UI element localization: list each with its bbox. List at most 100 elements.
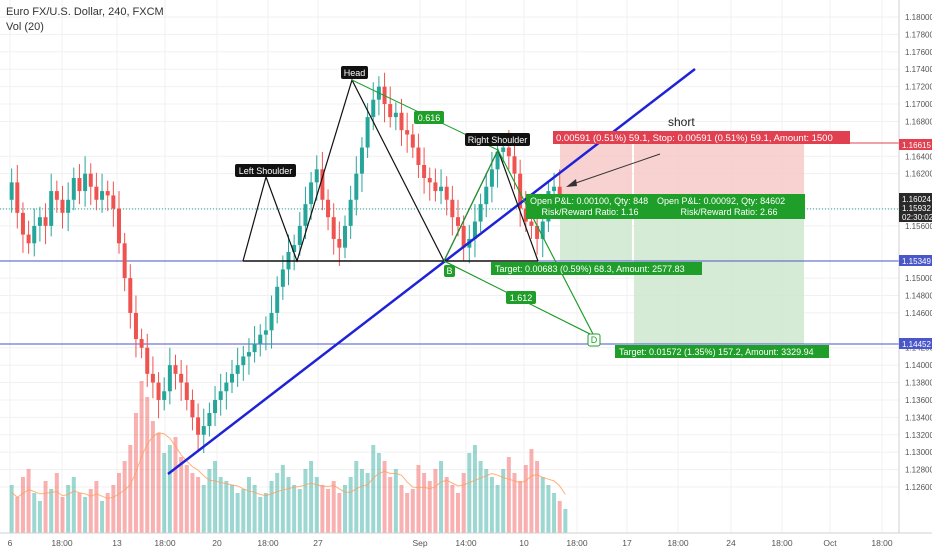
candle-body (489, 169, 494, 187)
volume-bar (179, 457, 184, 533)
volume-bar (43, 481, 48, 533)
volume-bar (535, 461, 540, 533)
candle-body (71, 178, 76, 200)
candle-body (252, 343, 257, 353)
harmonic-leg-2 (497, 149, 595, 337)
price-marker-label: 1.15932 (902, 204, 931, 213)
candle-body (88, 173, 93, 187)
candle-body (122, 243, 127, 279)
candle-body (133, 312, 138, 340)
volume-bar (32, 493, 37, 533)
volume-bar (326, 489, 331, 533)
volume-bar (467, 453, 472, 533)
price-marker-label: 02:30:02 (902, 213, 932, 222)
volume-bar (495, 485, 500, 533)
candle-body (201, 426, 206, 435)
candle-body (156, 382, 161, 400)
volume-bar (484, 469, 489, 533)
candle-body (393, 112, 398, 118)
target-box-2[interactable]: Target: 0.01572 (1.35%) 157.2, Amount: 3… (615, 345, 829, 358)
candle-body (173, 365, 178, 374)
candle-body (472, 221, 477, 239)
candle-body (94, 186, 99, 200)
label-point-d[interactable]: D (587, 333, 601, 347)
time-tick-label: 14:00 (455, 538, 477, 548)
volume-bar (49, 489, 54, 533)
candle-body (128, 278, 133, 313)
volume-bar (376, 453, 381, 533)
label-point-b[interactable]: B (444, 265, 455, 277)
volume-bar (405, 493, 410, 533)
candle-body (77, 178, 82, 192)
svg-text:0.616: 0.616 (418, 113, 441, 123)
volume-bar (122, 461, 127, 533)
price-marker-label: 1.14452 (902, 340, 931, 349)
volume-bar (518, 481, 523, 533)
volume-bar (9, 485, 14, 533)
volume-bar (557, 501, 562, 533)
volume-bar (410, 489, 415, 533)
volume-bar (529, 449, 534, 533)
volume-bar (258, 497, 263, 533)
time-axis[interactable]: 6 18:00 13 18:00 20 18:00 27 Sep 14:00 10 18:00 17 1… (8, 538, 893, 548)
volume-bar (60, 497, 65, 533)
label-left-shoulder[interactable]: Left Shoulder (235, 164, 296, 177)
time-tick-label: 18:00 (566, 538, 588, 548)
target-box-1[interactable]: Target: 0.00683 (0.59%) 68.3, Amount: 25… (491, 262, 702, 275)
candle-body (145, 347, 150, 374)
candle-body (117, 208, 121, 244)
price-axis[interactable]: 1.18000 1.17800 1.17600 1.17400 1.17200 1.170… (905, 13, 932, 492)
candle-body (506, 147, 511, 157)
volume-bar (218, 477, 223, 533)
stop-info-box[interactable]: 0.00591 (0.51%) 59.1, Stop: 0.00591 (0.5… (553, 131, 850, 144)
price-tick-label: 1.17000 (905, 100, 932, 109)
candle-body (54, 191, 59, 200)
label-head[interactable]: Head (341, 66, 368, 79)
candle-body (263, 330, 268, 335)
price-tick-label: 1.12800 (905, 466, 932, 475)
volume-bar (563, 509, 568, 533)
price-tick-label: 1.12600 (905, 483, 932, 492)
label-fib-1612[interactable]: 1.612 (506, 291, 536, 304)
label-fib-0616[interactable]: 0.616 (414, 111, 444, 124)
price-tick-label: 1.18000 (905, 13, 932, 22)
volume-bar (359, 469, 364, 533)
label-right-shoulder[interactable]: Right Shoulder (465, 133, 530, 146)
volume-bar (371, 445, 376, 533)
pnl-box-1[interactable]: Open P&L: 0.00100, Qty: 848 Risk/Reward … (526, 194, 654, 219)
pnl-box-2[interactable]: Open P&L: 0.00092, Qty: 84602 Risk/Rewar… (653, 194, 805, 219)
candle-body (427, 178, 432, 183)
volume-bar (190, 473, 195, 533)
candle-body (297, 225, 302, 246)
price-marker-bg (899, 255, 932, 266)
candle-body (405, 130, 410, 135)
volume-bar (201, 485, 206, 533)
svg-text:Right Shoulder: Right Shoulder (468, 135, 528, 145)
price-tick-label: 1.17400 (905, 65, 932, 74)
chart-legend: Euro FX/U.S. Dollar, 240, FXCM Vol (20) (6, 5, 164, 35)
volume-bar (540, 477, 545, 533)
volume-bar (213, 461, 218, 533)
volume-bar (15, 497, 20, 533)
volume-bar (20, 477, 25, 533)
price-tick-label: 1.14000 (905, 361, 932, 370)
volume-bar (269, 481, 274, 533)
volume-bar (207, 469, 212, 533)
candle-body (207, 413, 212, 427)
candle-body (439, 186, 444, 192)
candle-body (111, 195, 116, 209)
volume-bar (314, 477, 319, 533)
label-short: short (668, 115, 695, 129)
volume-bar (54, 473, 59, 533)
candle-body (9, 182, 14, 200)
volume-bar (252, 485, 257, 533)
volume-bar (506, 457, 511, 533)
candle-body (218, 391, 223, 400)
volume-ma-line (11, 432, 566, 499)
volume-bar (382, 461, 387, 533)
volume-bar (246, 477, 251, 533)
price-tick-label: 1.15600 (905, 222, 932, 231)
candle-body (179, 373, 184, 383)
volume-bar (263, 493, 268, 533)
